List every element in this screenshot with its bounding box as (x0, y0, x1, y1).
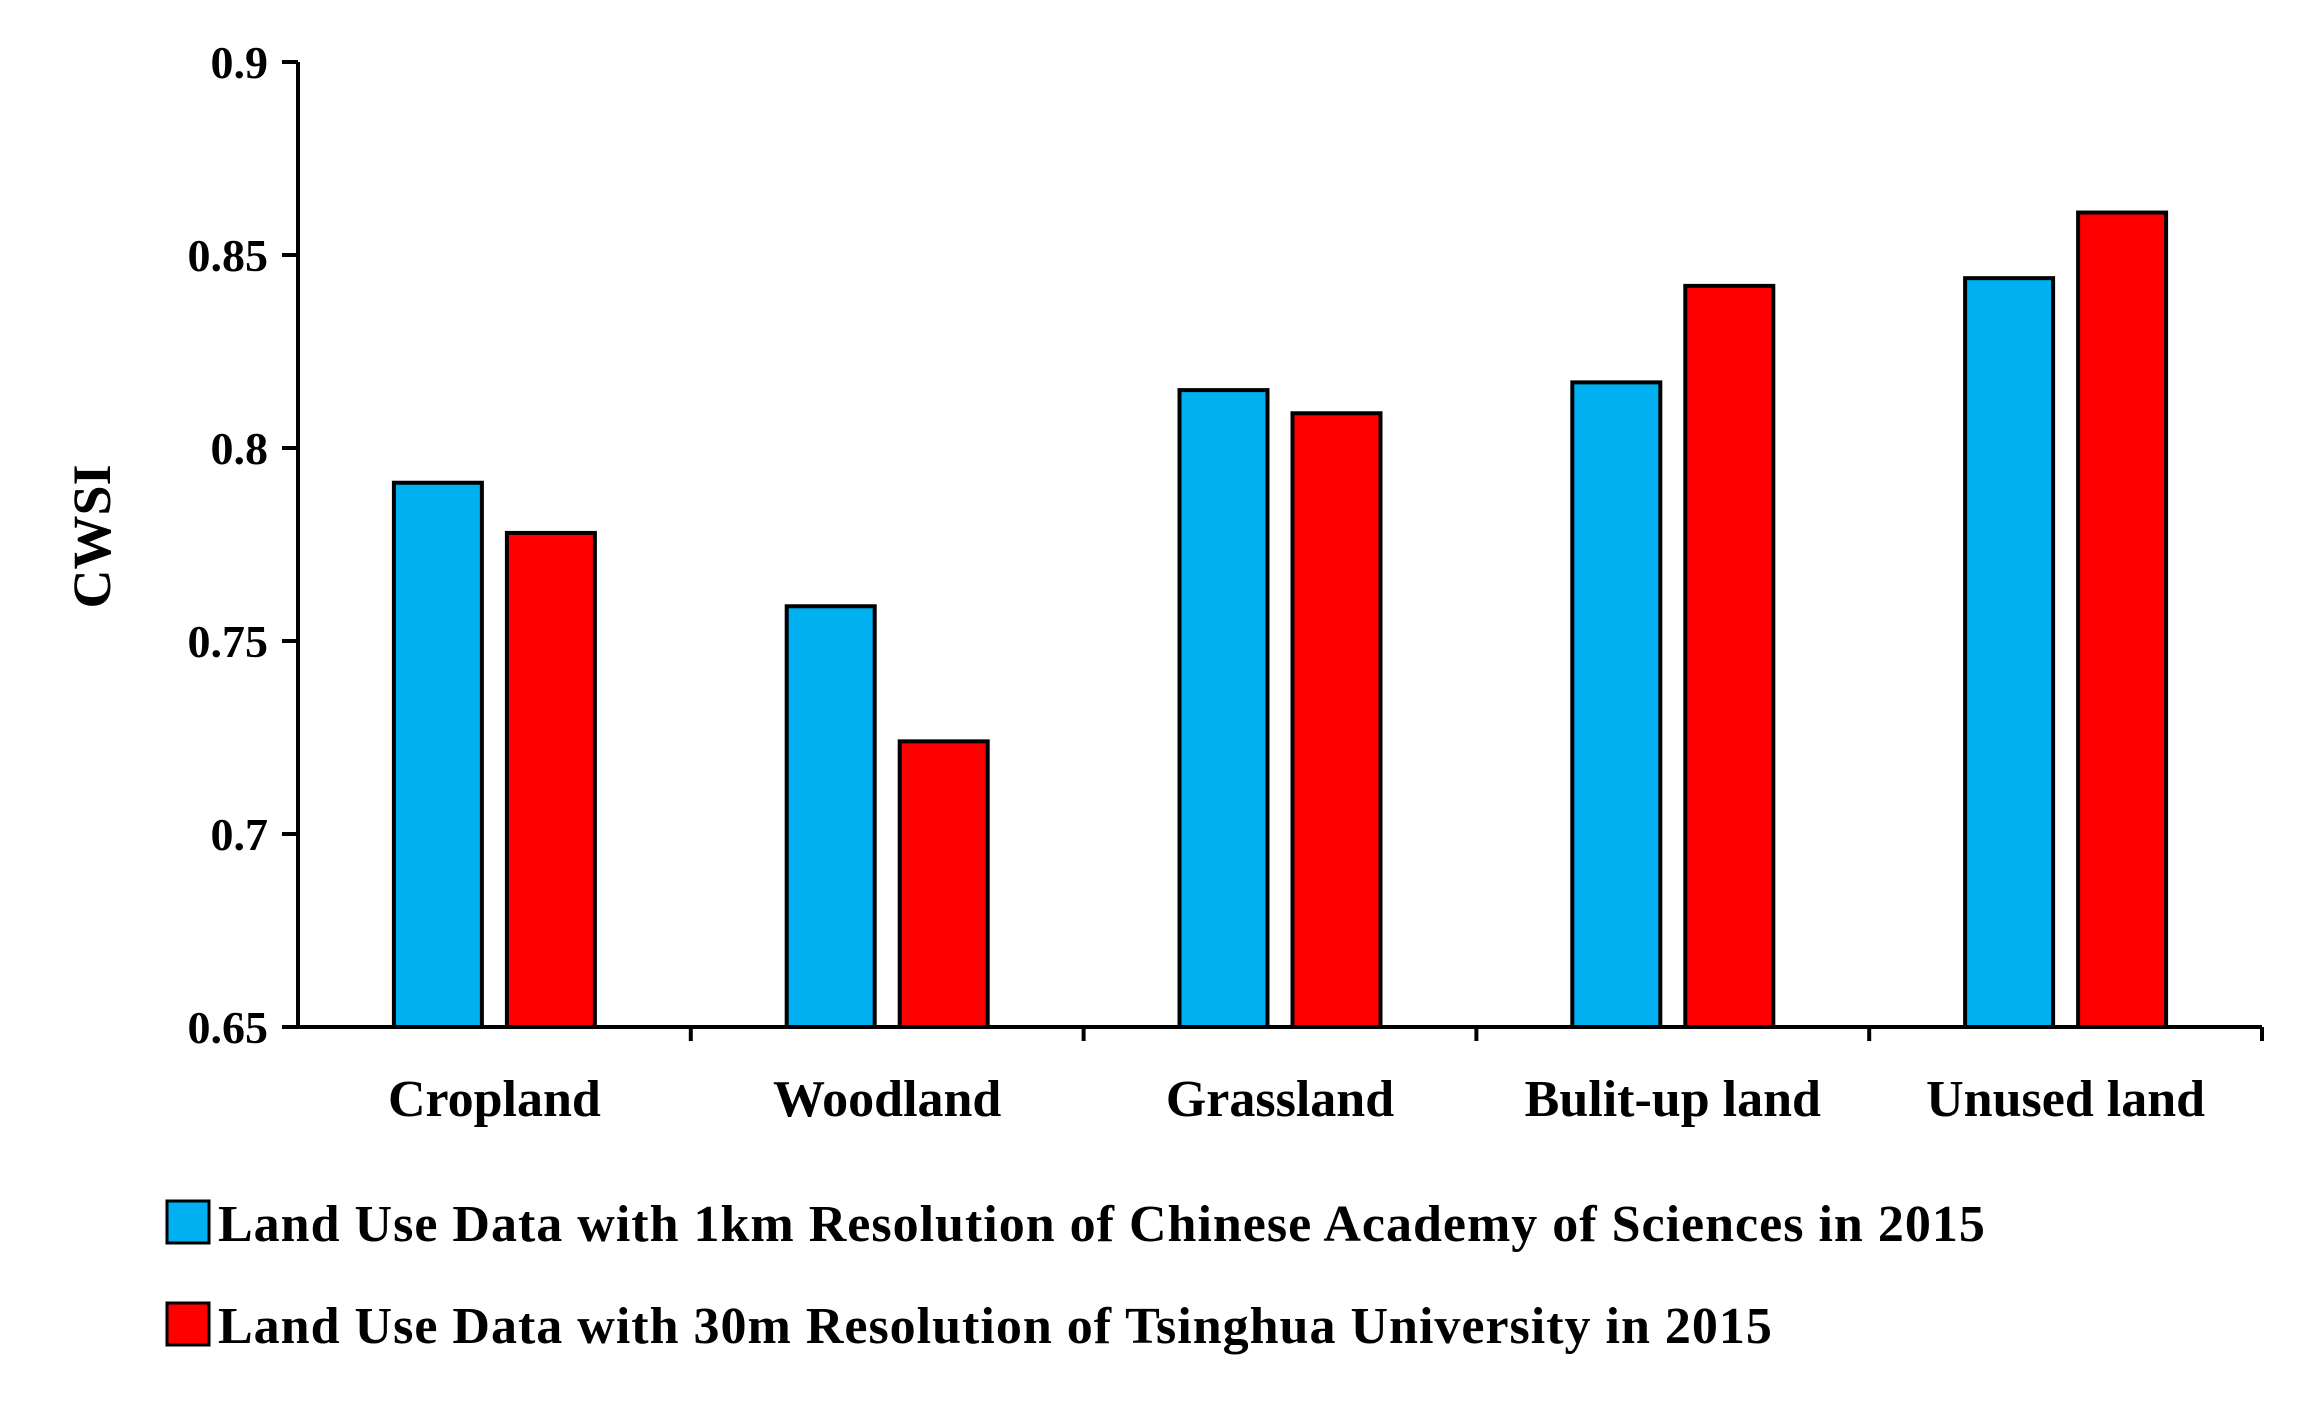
bar-tsinghua-30m-1 (897, 739, 990, 1029)
bar-tsinghua-30m-3 (1683, 283, 1776, 1029)
bar-cas-1km-4 (1963, 276, 2056, 1030)
bar-cas-1km-0 (391, 480, 484, 1029)
bars-group (391, 210, 2169, 1030)
bar-tsinghua-30m-4 (2076, 210, 2169, 1030)
bar-cas-1km-3 (1570, 380, 1663, 1029)
y-tick-label: 0.7 (211, 809, 269, 860)
y-tick-label: 0.85 (188, 230, 269, 281)
y-tick-label: 0.9 (211, 37, 269, 88)
bar-cas-1km-1 (784, 604, 877, 1029)
bar-tsinghua-30m-2 (1290, 411, 1383, 1029)
x-tick-label: Cropland (388, 1071, 601, 1128)
category-labels: Cropland Woodland Grassland Bulit-up land Un… (388, 1071, 2205, 1128)
y-axis-ticks: 0.65 0.7 0.75 0.8 0.85 0.9 (188, 37, 298, 1053)
x-axis-ticks (688, 1027, 2264, 1041)
x-tick-label: Unused land (1926, 1071, 2205, 1128)
bar-tsinghua-30m-0 (504, 530, 597, 1029)
legend-label: Land Use Data with 30m Resolution of Tsi… (218, 1298, 1773, 1355)
legend: Land Use Data with 1km Resolution of Chi… (165, 1196, 1986, 1355)
x-tick-label: Woodland (773, 1071, 1001, 1128)
legend-swatch-tsinghua-30m (165, 1301, 211, 1347)
y-tick-label: 0.65 (188, 1002, 269, 1053)
legend-label: Land Use Data with 1km Resolution of Chi… (218, 1196, 1986, 1253)
legend-swatch-cas-1km (165, 1199, 211, 1245)
y-tick-label: 0.8 (211, 423, 269, 474)
y-axis-title: CWSI (62, 464, 122, 608)
bar-cas-1km-2 (1177, 388, 1270, 1030)
y-tick-label: 0.75 (188, 616, 269, 667)
x-tick-label: Bulit-up land (1525, 1071, 1821, 1128)
x-tick-label: Grassland (1166, 1071, 1394, 1128)
